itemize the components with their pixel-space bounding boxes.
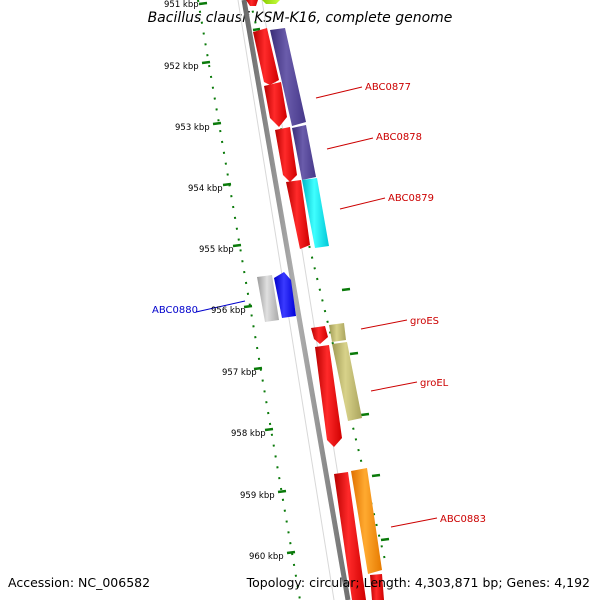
feature-khaki-groel bbox=[332, 342, 362, 421]
feature-purple-2 bbox=[292, 125, 316, 180]
feature-red-2 bbox=[264, 82, 287, 127]
feature-red-groel bbox=[315, 345, 342, 447]
tick-label: 954 kbp bbox=[188, 184, 223, 194]
label-abc0883: ABC0883 bbox=[440, 514, 486, 525]
tick-label: 958 kbp bbox=[231, 429, 266, 439]
feature-purple-1 bbox=[270, 28, 306, 126]
feature-top-red bbox=[246, 0, 258, 6]
label-groes: groES bbox=[410, 316, 439, 327]
inner-ruler-line bbox=[197, 0, 301, 600]
tick-label: 960 kbp bbox=[249, 552, 284, 562]
tick-label: 956 kbp bbox=[211, 306, 246, 316]
map-title: Bacillus clausii KSM-K16, complete genom… bbox=[147, 10, 453, 26]
feature-red-3 bbox=[275, 127, 297, 182]
accession-text: Accession: NC_006582 bbox=[8, 575, 151, 590]
feature-blue bbox=[274, 272, 296, 318]
feature-cyan bbox=[302, 178, 329, 248]
label-abc0879: ABC0879 bbox=[388, 193, 434, 204]
tick-label: 952 kbp bbox=[164, 62, 199, 72]
feature-red-bottom-2 bbox=[370, 574, 384, 600]
tick-label: 951 kbp bbox=[164, 0, 199, 10]
tick-label: 959 kbp bbox=[240, 491, 275, 501]
feature-gray bbox=[257, 275, 279, 322]
tick-label: 957 kbp bbox=[222, 368, 257, 378]
feature-khaki-groes bbox=[329, 323, 346, 342]
label-groel: groEL bbox=[420, 378, 449, 389]
inner-major-ticks bbox=[198, 1, 296, 555]
feature-red-groes bbox=[311, 326, 328, 344]
feature-orange bbox=[351, 468, 382, 574]
label-leaders bbox=[195, 86, 438, 528]
feature-top-lime bbox=[262, 0, 280, 4]
feature-red-4 bbox=[286, 180, 310, 249]
label-abc0880: ABC0880 bbox=[152, 305, 198, 316]
feature-red-bottom bbox=[334, 472, 366, 600]
label-abc0878: ABC0878 bbox=[376, 132, 422, 143]
tick-label: 953 kbp bbox=[175, 123, 210, 133]
label-abc0877: ABC0877 bbox=[365, 82, 411, 93]
genome-backbone bbox=[241, 0, 351, 600]
tick-label: 955 kbp bbox=[199, 245, 234, 255]
topology-text: Topology: circular; Length: 4,303,871 bp… bbox=[246, 575, 590, 590]
feature-red-1 bbox=[253, 28, 279, 85]
